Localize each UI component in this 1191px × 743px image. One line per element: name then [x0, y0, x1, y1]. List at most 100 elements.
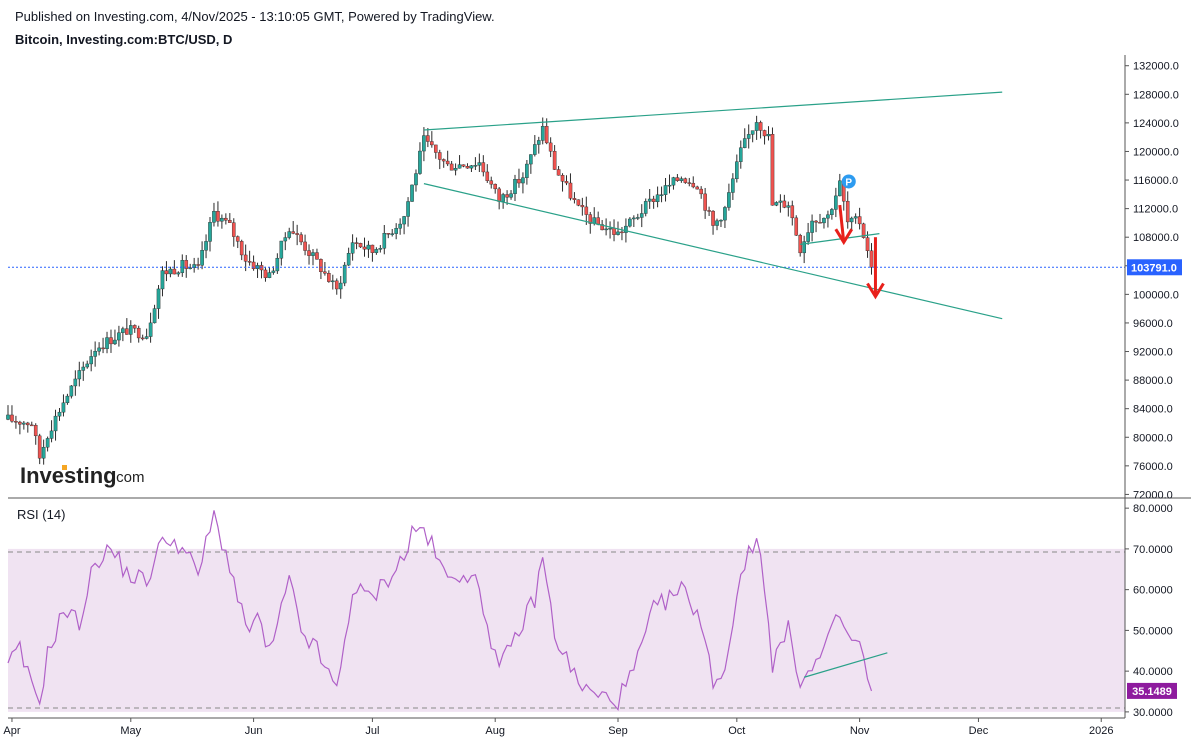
- candle-body: [758, 122, 763, 131]
- candle-body: [77, 370, 82, 380]
- candle-body: [477, 162, 482, 166]
- candle-body: [156, 288, 161, 309]
- candle-body: [715, 220, 719, 226]
- flag-arrow-head: [834, 228, 854, 246]
- candle-body: [406, 201, 410, 217]
- candle-body: [398, 223, 402, 229]
- candle-body: [683, 178, 688, 183]
- rsi-title: RSI (14): [17, 507, 65, 522]
- candle-body: [204, 241, 208, 251]
- candle-body: [176, 272, 181, 275]
- candle-body: [144, 336, 149, 339]
- candle-body: [85, 363, 90, 368]
- candle-body: [220, 217, 224, 222]
- rsi-trendline[interactable]: [803, 652, 888, 678]
- candle-body: [540, 126, 545, 141]
- candle-body: [263, 269, 268, 278]
- candle-body: [556, 169, 561, 176]
- candle-body: [231, 222, 236, 237]
- price-tick-label: 92000.0: [1133, 347, 1173, 359]
- candle-body: [350, 242, 355, 254]
- candle-body: [315, 252, 319, 260]
- price-tick-label: 132000.0: [1133, 61, 1179, 73]
- flag-line[interactable]: [800, 233, 880, 245]
- time-tick-label: Oct: [728, 725, 745, 737]
- price-tick-label: 108000.0: [1133, 232, 1179, 244]
- candle-body: [639, 213, 644, 218]
- candle-body: [113, 339, 117, 345]
- candle-body: [616, 231, 620, 235]
- candle-body: [501, 194, 505, 202]
- time-tick-label: May: [120, 725, 141, 737]
- price-tick-label: 88000.0: [1133, 375, 1173, 387]
- candle-body: [687, 182, 692, 184]
- candle-body: [307, 250, 311, 256]
- pin-circle: [841, 174, 856, 189]
- candle-body: [29, 424, 34, 427]
- candle-body: [160, 270, 165, 290]
- candle-body: [342, 264, 347, 284]
- candle-body: [14, 421, 18, 423]
- flag-arrow[interactable]: [834, 204, 854, 246]
- candle-body: [53, 415, 58, 432]
- rsi-axis[interactable]: 80.0000 70.0000 60.0000 50.0000 40.0000 30.00…: [1125, 503, 1177, 719]
- candle-body: [117, 332, 121, 341]
- candle-body: [778, 200, 783, 203]
- candle-body: [742, 138, 747, 148]
- candle-body: [239, 241, 244, 256]
- candle-body: [128, 325, 133, 335]
- candle-body: [489, 180, 494, 185]
- candle-body: [105, 337, 109, 349]
- candle-body: [378, 248, 383, 250]
- candle-body: [390, 233, 395, 235]
- price-tick-label: 112000.0: [1133, 204, 1178, 216]
- candle-body: [580, 205, 585, 208]
- candle-body: [461, 164, 466, 167]
- logo-word: Investing: [20, 463, 117, 488]
- rsi-tick-label: 50.0000: [1133, 625, 1173, 637]
- candle-body: [172, 268, 177, 275]
- candle-body: [826, 214, 830, 219]
- candle-body: [849, 217, 854, 223]
- candle-body: [564, 181, 569, 184]
- pin-marker[interactable]: P: [841, 174, 856, 189]
- time-axis[interactable]: Apr May Jun Jul Aug Sep Oct Nov Dec 2026: [3, 718, 1113, 737]
- price-axis[interactable]: 132000.0 128000.0 124000.0 120000.0 116000.0…: [1125, 61, 1182, 502]
- candle-body: [331, 280, 335, 283]
- target-arrow[interactable]: [866, 237, 885, 300]
- publisher-line: Published on Investing.com, 4/Nov/2025 -…: [15, 9, 495, 24]
- candle-body: [299, 234, 303, 243]
- candle-body: [148, 322, 153, 337]
- lower-trendline[interactable]: [423, 183, 1003, 320]
- candle-body: [536, 140, 541, 145]
- candle-body: [786, 205, 791, 208]
- candle-body: [505, 194, 509, 198]
- candle-body: [61, 402, 66, 413]
- candle-body: [814, 220, 818, 223]
- candle-body: [224, 217, 228, 221]
- candle-body: [18, 421, 22, 425]
- price-tick-label: 128000.0: [1133, 89, 1179, 101]
- candle-body: [651, 198, 656, 203]
- candle-body: [275, 257, 280, 272]
- candle-body: [731, 178, 735, 193]
- candle-body: [572, 198, 577, 200]
- candle-body: [279, 240, 284, 259]
- candle-body: [366, 244, 371, 250]
- candle-body: [49, 430, 54, 439]
- candle-body: [675, 177, 680, 181]
- upper-trendline[interactable]: [423, 91, 1003, 131]
- rsi-tick-label: 60.0000: [1133, 585, 1173, 597]
- pin-label: P: [845, 177, 852, 188]
- candle-body: [422, 135, 426, 152]
- candle-body: [251, 261, 256, 269]
- candle-body: [414, 173, 418, 186]
- candle-body: [184, 260, 189, 269]
- time-tick-label: Sep: [608, 725, 628, 737]
- candle-body: [544, 126, 549, 144]
- rsi-line: [7, 510, 873, 712]
- rsi-value-badge: [1127, 682, 1177, 699]
- candle-body: [426, 135, 430, 142]
- candle-body: [121, 328, 125, 333]
